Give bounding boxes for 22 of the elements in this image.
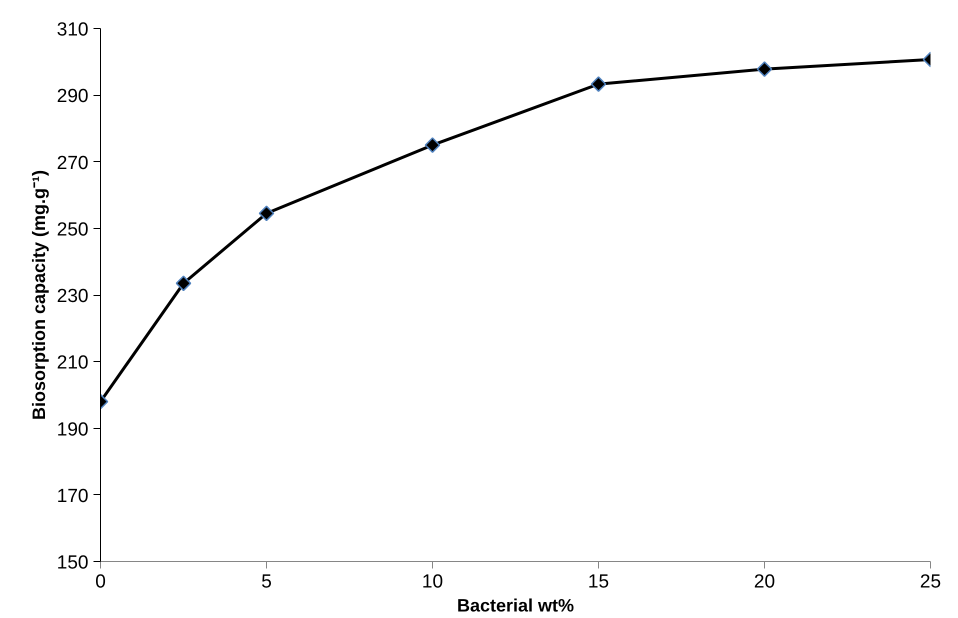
x-tick-label: 5 (261, 572, 272, 592)
point (590, 76, 606, 92)
y-tick-label: 210 (56, 352, 88, 374)
y-tick-label: 270 (56, 152, 88, 174)
x-tick-label: 0 (95, 572, 106, 592)
x-tick-label: 15 (588, 572, 610, 592)
point (176, 276, 192, 292)
y-axis-title: Biosorption capacity (mg.g⁻¹) (28, 170, 49, 420)
y-tick-label: 230 (56, 286, 88, 307)
x-tick-label: 25 (920, 572, 942, 592)
y-tick-label: 290 (56, 86, 88, 108)
point (424, 137, 440, 153)
y-tick-label: 190 (56, 419, 88, 440)
point (258, 206, 274, 222)
x-axis-title: Bacterial wt% (456, 596, 574, 616)
x-tick-label: 20 (754, 572, 776, 592)
y-tick-label: 150 (56, 552, 88, 574)
y-tick-label: 250 (56, 219, 88, 240)
x-tick-label: 10 (422, 572, 444, 592)
point (756, 61, 772, 77)
y-tick-label: 310 (56, 20, 88, 40)
y-tick-label: 170 (56, 486, 88, 507)
